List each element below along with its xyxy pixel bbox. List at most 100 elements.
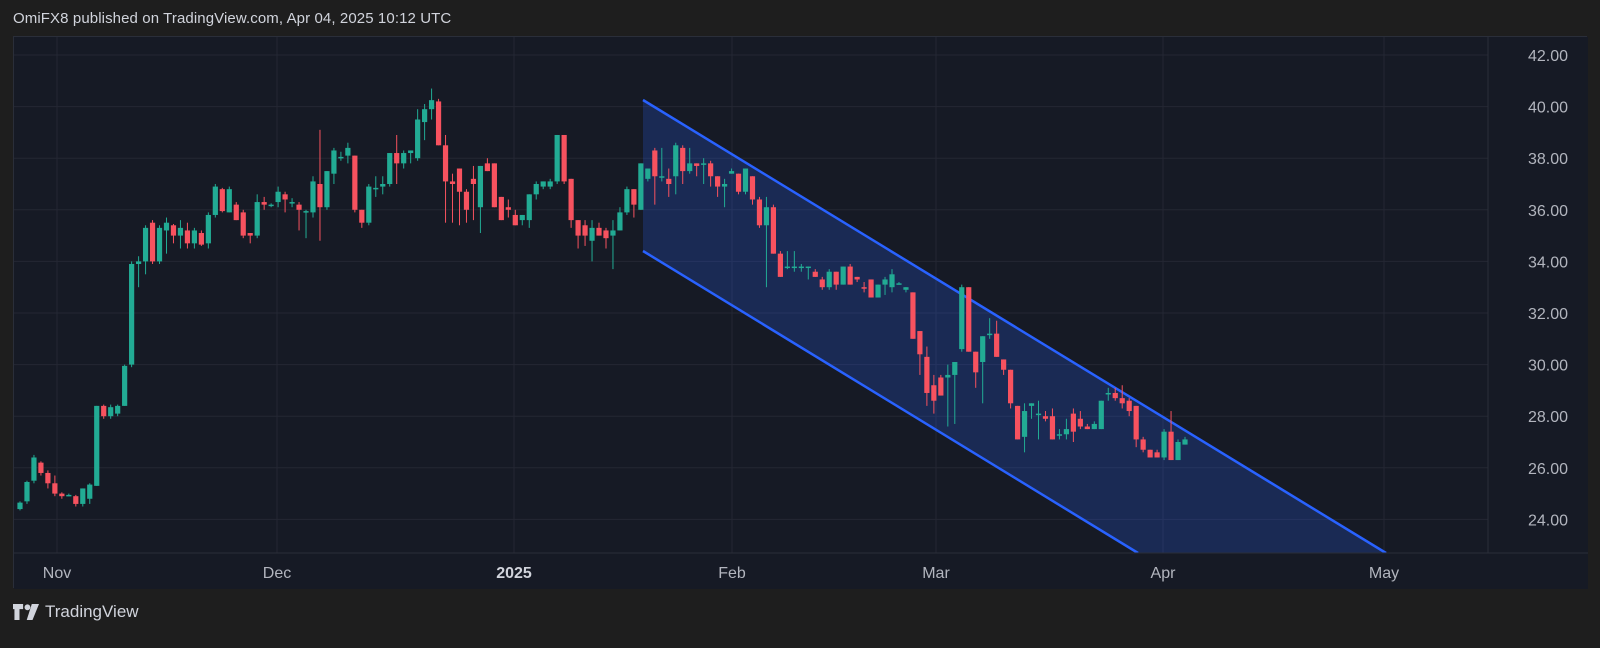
- candle: [694, 163, 700, 166]
- candle: [345, 147, 351, 156]
- candle: [101, 405, 107, 417]
- candle: [219, 189, 225, 212]
- candle: [324, 171, 330, 208]
- candle: [163, 222, 170, 231]
- candle: [638, 163, 644, 210]
- brand-label: TradingView: [45, 602, 139, 621]
- candle: [401, 153, 407, 164]
- time-tick-label: Nov: [43, 565, 71, 582]
- candle: [94, 405, 100, 486]
- time-axis[interactable]: Nov Dec 2025 Feb Mar Apr May: [14, 552, 1588, 589]
- candle: [1154, 452, 1160, 458]
- candle: [924, 356, 930, 393]
- candle: [994, 333, 1000, 357]
- candle: [1147, 449, 1153, 458]
- price-tick-label: 24.00: [1528, 512, 1568, 529]
- price-tick-label: 36.00: [1528, 203, 1568, 220]
- candle: [1042, 416, 1049, 419]
- candle: [1063, 429, 1070, 435]
- channel-lower-line[interactable]: [642, 249, 1139, 555]
- candle: [1021, 411, 1028, 437]
- candle: [840, 266, 846, 285]
- candle: [770, 207, 777, 254]
- candle: [875, 284, 881, 298]
- price-axis[interactable]: 42.00 40.00 38.00 36.00 34.00 32.00 30.00 28.00…: [1487, 37, 1588, 589]
- descending-channel[interactable]: [642, 98, 1387, 555]
- candle: [610, 230, 616, 236]
- candle: [973, 351, 979, 373]
- candle: [959, 287, 965, 350]
- candle: [980, 336, 986, 363]
- candle: [666, 178, 672, 184]
- candle: [589, 227, 595, 241]
- candle: [603, 230, 609, 239]
- candle: [289, 202, 295, 204]
- candle: [142, 227, 149, 262]
- candle: [966, 287, 972, 352]
- price-tick-label: 32.00: [1528, 306, 1568, 323]
- candle: [582, 225, 588, 236]
- time-tick-label: 2025: [496, 565, 532, 582]
- candle: [1140, 439, 1146, 450]
- candle: [352, 155, 358, 210]
- candle: [205, 214, 211, 244]
- candle: [310, 181, 316, 213]
- candle: [854, 276, 860, 280]
- candle: [24, 481, 30, 502]
- price-tick-label: 42.00: [1528, 48, 1568, 65]
- candle: [680, 147, 686, 172]
- channel-upper-line[interactable]: [642, 98, 1387, 555]
- candle: [470, 178, 477, 184]
- candle: [1091, 423, 1097, 430]
- candle: [198, 233, 204, 245]
- candle: [317, 184, 323, 208]
- candle: [303, 211, 309, 213]
- candle: [1119, 398, 1125, 404]
- candle: [763, 207, 770, 226]
- candle: [38, 462, 44, 473]
- candle: [149, 222, 156, 262]
- grid-lines: [14, 37, 1488, 553]
- candle: [659, 176, 665, 178]
- candle: [812, 271, 818, 277]
- candle: [624, 189, 630, 213]
- candle: [596, 227, 602, 236]
- candle: [673, 145, 679, 177]
- candle: [1077, 418, 1083, 427]
- candle: [917, 331, 923, 355]
- candle: [896, 283, 902, 285]
- chart-panel[interactable]: 42.00 40.00 38.00 36.00 34.00 32.00 30.00 28.00…: [13, 36, 1588, 589]
- candle: [735, 173, 742, 192]
- candle: [1168, 431, 1174, 461]
- candle: [868, 279, 874, 298]
- price-tick-label: 26.00: [1528, 461, 1568, 478]
- candle: [652, 150, 658, 177]
- price-tick-label: 40.00: [1528, 100, 1568, 117]
- candle: [742, 168, 749, 192]
- candle: [135, 261, 142, 264]
- candle: [805, 266, 811, 269]
- candle: [394, 153, 400, 164]
- candle: [1098, 400, 1104, 430]
- time-tick-label: Mar: [922, 565, 950, 582]
- candle: [561, 134, 567, 182]
- candle: [170, 225, 177, 236]
- candle: [331, 150, 337, 174]
- candle: [456, 168, 463, 192]
- price-tick-label: 38.00: [1528, 151, 1568, 168]
- candle: [687, 163, 693, 172]
- candle: [449, 181, 456, 184]
- candle: [1049, 416, 1056, 440]
- candle: [1056, 434, 1063, 436]
- candle: [847, 266, 853, 285]
- candle: [212, 186, 218, 215]
- candle: [233, 204, 239, 221]
- candle: [1001, 359, 1007, 370]
- candle: [177, 227, 184, 236]
- candle: [240, 212, 246, 236]
- candle: [156, 227, 163, 262]
- candle: [631, 189, 637, 205]
- candle: [701, 163, 707, 165]
- candle: [1014, 405, 1021, 440]
- candlestick-chart[interactable]: 42.00 40.00 38.00 36.00 34.00 32.00 30.00 28.00…: [14, 37, 1588, 589]
